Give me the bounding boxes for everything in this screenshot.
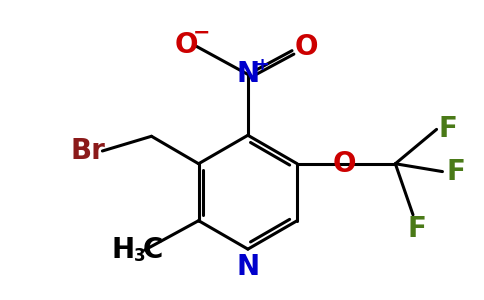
Text: F: F: [447, 158, 466, 186]
Text: F: F: [439, 116, 458, 143]
Text: N: N: [236, 253, 259, 281]
Text: Br: Br: [70, 137, 105, 165]
Text: 3: 3: [134, 247, 146, 265]
Text: +: +: [254, 56, 269, 74]
Text: F: F: [408, 214, 426, 242]
Text: O: O: [333, 150, 356, 178]
Text: C: C: [142, 236, 163, 264]
Text: N: N: [236, 60, 259, 88]
Text: H: H: [111, 236, 135, 264]
Text: −: −: [193, 22, 211, 42]
Text: O: O: [174, 31, 198, 59]
Text: O: O: [295, 33, 318, 61]
